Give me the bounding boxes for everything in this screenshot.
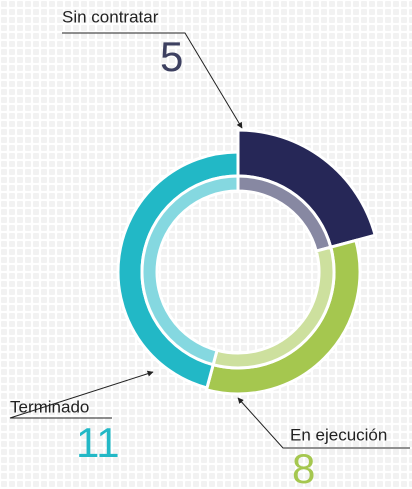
value-label: 5 — [160, 33, 183, 80]
value-label: 11 — [76, 419, 120, 466]
leader-line — [9, 370, 154, 419]
donut-inner-ring — [140, 174, 240, 367]
leader-line — [62, 32, 243, 129]
donut-inner-ring-tint — [238, 176, 331, 252]
donut-inner-ring-tint — [213, 247, 334, 369]
value-label: 8 — [292, 445, 315, 489]
leader-line — [237, 397, 410, 449]
category-label: En ejecución — [290, 425, 387, 444]
category-label: Terminado — [10, 397, 89, 416]
category-label: Sin contratar — [62, 7, 159, 26]
donut-inner-ring-tint — [142, 176, 238, 365]
